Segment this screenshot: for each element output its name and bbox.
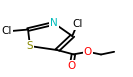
Text: Cl: Cl	[72, 19, 83, 29]
Text: S: S	[27, 41, 33, 51]
Text: N: N	[50, 18, 58, 28]
Text: O: O	[84, 47, 92, 57]
Text: Cl: Cl	[2, 26, 12, 36]
Text: O: O	[67, 61, 76, 71]
